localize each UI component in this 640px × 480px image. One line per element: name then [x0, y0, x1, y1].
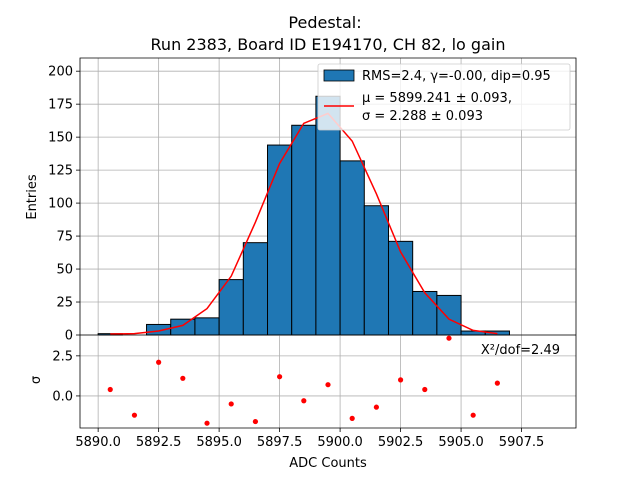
chi2-annotation: X²/dof=2.49	[481, 343, 560, 358]
bottom-panel-frame	[79, 334, 577, 429]
legend-fit-label-line1: μ = 5899.241 ± 0.093,	[362, 91, 512, 106]
histogram-bar	[412, 290, 438, 336]
top-y-ticks: 0 25 50 75 100 125 150 175 200	[48, 65, 80, 344]
histogram-bar	[291, 124, 317, 336]
residual-point	[446, 335, 452, 341]
bottom-y-tick-label: 0.0	[52, 389, 73, 404]
chart-title-line2: Run 2383, Board ID E194170, CH 82, lo ga…	[151, 35, 506, 54]
residual-panel: 0.0 2.5 5890.0 5892.5 5895.0 5897.5 5900.0 590…	[52, 334, 577, 450]
x-tick-label: 5907.5	[499, 435, 545, 450]
top-y-tick-label: 100	[48, 197, 73, 212]
top-y-tick-label: 175	[48, 98, 73, 113]
x-axis-label: ADC Counts	[289, 456, 367, 471]
x-tick-label: 5895.0	[196, 435, 242, 450]
x-tick-label: 5900.0	[317, 435, 363, 450]
histogram-bar	[194, 317, 220, 336]
residual-point	[204, 420, 210, 426]
top-y-tick-label: 125	[48, 164, 73, 179]
histogram-bar	[436, 294, 462, 336]
residual-point	[252, 418, 259, 425]
bottom-grid	[80, 335, 576, 428]
x-tick-label: 5902.5	[378, 435, 424, 450]
residual-point	[349, 415, 355, 421]
residual-point	[325, 382, 331, 388]
histogram-bar	[387, 240, 414, 336]
residual-point	[131, 412, 138, 418]
gaussian-fit-line	[110, 112, 498, 335]
legend-fit-label-line2: σ = 2.288 ± 0.093	[362, 109, 483, 124]
top-y-tick-label: 25	[56, 296, 73, 311]
residual-point	[277, 374, 283, 380]
y-axis-label-top: Entries	[25, 174, 40, 220]
x-tick-label: 5905.0	[438, 435, 484, 450]
top-y-tick-label: 200	[48, 65, 73, 80]
legend-box	[317, 63, 571, 131]
residual-point	[107, 386, 113, 393]
top-y-tick-label: 150	[48, 131, 73, 146]
top-panel-frame	[79, 57, 577, 335]
residual-point	[301, 398, 307, 404]
x-tick-label: 5892.5	[136, 435, 182, 450]
residual-point	[180, 375, 186, 381]
residual-point	[228, 401, 234, 407]
x-tick-label: 5897.5	[257, 435, 303, 450]
x-ticks: 5890.0 5892.5 5895.0 5897.5 5900.0 5902.5 5905…	[75, 428, 544, 450]
histogram-bar	[242, 242, 269, 336]
residual-point	[373, 404, 379, 410]
residual-point	[422, 386, 428, 393]
histogram-bar	[339, 160, 365, 336]
legend-histogram-swatch	[323, 69, 355, 82]
legend-histogram-label: RMS=2.4, γ=-0.00, dip=0.95	[362, 69, 551, 84]
histogram-bar	[267, 144, 293, 336]
top-y-tick-label: 50	[56, 263, 73, 278]
x-tick-label: 5890.0	[75, 435, 121, 450]
histogram-bar	[315, 95, 341, 336]
bottom-y-ticks: 0.0 2.5	[52, 349, 80, 404]
residual-point	[156, 359, 162, 365]
residual-point	[397, 377, 404, 383]
residual-points	[107, 335, 500, 426]
chart-title-line1: Pedestal:	[288, 13, 361, 32]
legend: RMS=2.4, γ=-0.00, dip=0.95 μ = 5899.241 …	[317, 63, 571, 131]
y-axis-label-bottom: σ	[29, 376, 44, 384]
residual-point	[494, 380, 500, 386]
top-y-tick-label: 0	[65, 329, 73, 344]
top-y-tick-label: 75	[56, 230, 73, 245]
bottom-y-tick-label: 2.5	[52, 349, 73, 364]
residual-point	[470, 412, 476, 418]
histogram-bar	[363, 205, 389, 336]
